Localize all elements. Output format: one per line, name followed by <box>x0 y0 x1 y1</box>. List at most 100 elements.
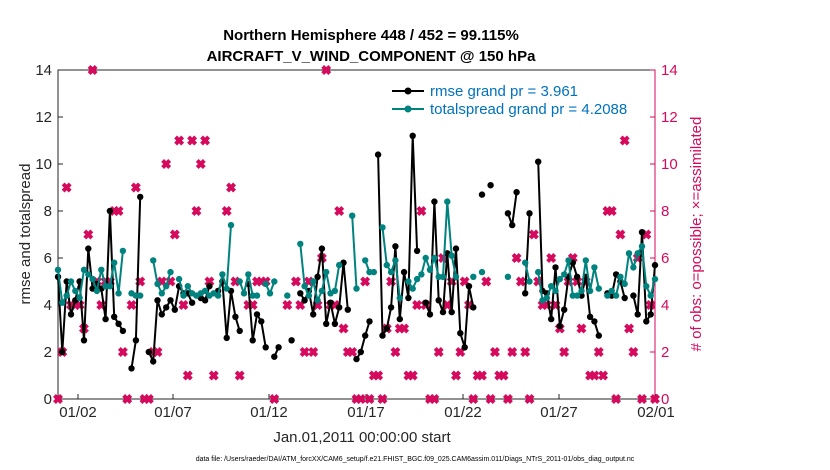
rmse-point <box>119 327 127 335</box>
rmse-line <box>355 321 371 360</box>
obs-marker <box>399 323 410 334</box>
obs-marker <box>360 276 371 287</box>
rmse-point <box>383 325 390 332</box>
totalspread-point <box>63 292 70 299</box>
chart-title-line2: AIRCRAFT_V_WIND_COMPONENT @ 150 hPa <box>207 48 537 65</box>
totalspread-point <box>470 273 477 280</box>
rmse-point <box>643 318 650 325</box>
obs-marker <box>221 206 232 216</box>
rmse-line <box>524 213 531 294</box>
rmse-point <box>478 191 486 198</box>
totalspread-point <box>578 287 585 295</box>
totalspread-point <box>409 285 416 292</box>
rmse-point <box>236 327 243 335</box>
data-file-footnote: data file: /Users/raeder/DAI/ATM_forcXX/… <box>196 456 635 463</box>
rmse-point <box>111 313 118 320</box>
right-y-tick-label: 0 <box>661 391 669 408</box>
totalspread-point <box>591 264 598 271</box>
obs-marker <box>113 206 124 216</box>
totalspread-point <box>150 257 157 264</box>
obs-marker <box>433 347 444 357</box>
rmse-point <box>137 193 144 201</box>
totalspread-point <box>418 271 425 278</box>
totalspread-point <box>638 243 646 250</box>
totalspread-point <box>608 287 615 295</box>
obs-marker <box>589 370 600 381</box>
totalspread-point <box>548 283 555 290</box>
totalspread-point <box>439 273 447 280</box>
totalspread-point <box>271 278 278 285</box>
totalspread-point <box>522 259 529 266</box>
left-y-axis-label: rmse and totalspread <box>17 164 34 305</box>
totalspread-point <box>431 254 438 262</box>
rmse-point <box>249 337 256 344</box>
rmse-point <box>154 297 161 304</box>
totalspread-point <box>67 278 75 285</box>
rmse-point <box>357 348 364 356</box>
totalspread-point <box>444 198 451 205</box>
rmse-point <box>223 334 230 342</box>
right-y-tick-label: 8 <box>661 203 669 220</box>
obs-marker <box>524 394 535 404</box>
totalspread-point <box>612 292 620 299</box>
rmse-point <box>452 245 460 252</box>
rmse-point <box>128 365 135 372</box>
left-y-tick-label: 14 <box>35 62 52 79</box>
left-y-tick-label: 12 <box>35 109 52 126</box>
rmse-point <box>275 344 282 351</box>
totalspread-point <box>223 285 230 292</box>
right-y-axis-label: # of obs: o=possible; ×=assimilated <box>688 117 705 352</box>
obs-marker <box>174 135 185 146</box>
obs-marker <box>200 135 211 146</box>
rmse-point <box>405 294 412 302</box>
rmse-point <box>258 318 265 325</box>
totalspread-point <box>543 294 550 302</box>
totalspread-point <box>370 268 377 276</box>
rmse-point <box>271 353 278 360</box>
totalspread-point <box>180 292 187 299</box>
obs-marker <box>373 370 384 381</box>
totalspread-point <box>98 266 105 273</box>
rmse-point <box>331 320 339 327</box>
obs-marker <box>334 206 345 216</box>
left-y-axis: 0 2 4 6 8 10 12 14 <box>35 62 63 408</box>
totalspread-point <box>621 280 628 288</box>
rmse-point <box>102 315 109 323</box>
x-axis-label: Jan.01,2011 00:00:00 start <box>273 429 451 446</box>
totalspread-point <box>297 240 304 248</box>
rmse-point <box>327 299 334 306</box>
totalspread-point <box>137 292 144 299</box>
obs-marker <box>412 300 423 310</box>
rmse-point <box>158 311 165 318</box>
rmse-point <box>206 283 213 290</box>
rmse-point <box>651 261 659 269</box>
obs-marker <box>347 347 358 357</box>
totalspread-point <box>504 273 512 280</box>
obs-marker <box>559 347 570 357</box>
x-tick-label: 01/27 <box>540 404 578 421</box>
totalspread-line <box>351 215 358 289</box>
totalspread-point <box>379 224 386 231</box>
rmse-point <box>586 313 594 320</box>
obs-marker <box>355 394 366 404</box>
rmse-point <box>422 299 429 306</box>
obs-marker <box>451 370 461 381</box>
obs-marker <box>338 323 349 334</box>
chart-title-line1: Northern Hemisphere 448 / 452 = 99.115% <box>223 27 519 44</box>
rmse-point <box>487 182 494 189</box>
totalspread-line <box>524 262 531 282</box>
rmse-point <box>457 330 464 337</box>
totalspread-point <box>643 283 650 290</box>
obs-marker <box>226 182 236 193</box>
totalspread-point <box>556 275 563 283</box>
rmse-point <box>366 318 373 325</box>
obs-marker <box>507 347 518 357</box>
rmse-point <box>465 283 473 290</box>
obs-marker <box>182 370 193 381</box>
obs-marker <box>187 135 198 146</box>
legend-rmse-marker <box>404 87 412 95</box>
obs-marker <box>208 370 219 381</box>
legend-totalspread-marker <box>404 105 412 113</box>
totalspread-point <box>106 283 114 290</box>
